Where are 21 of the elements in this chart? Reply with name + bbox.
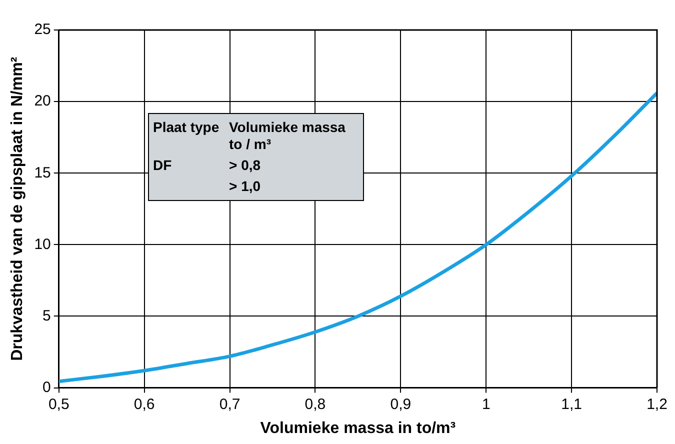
y-tick-label: 5 xyxy=(42,307,51,324)
x-axis-title: Volumieke massa in to/m³ xyxy=(260,420,456,437)
annotation: DF xyxy=(153,157,173,174)
x-tick-label: 0,9 xyxy=(390,396,412,413)
x-tick-label: 1 xyxy=(482,396,490,413)
annotation: > 1,0 xyxy=(229,178,262,195)
y-tick-label: 0 xyxy=(42,378,51,396)
x-tick-label: 1,2 xyxy=(646,396,668,413)
y-tick-label: 25 xyxy=(34,21,51,38)
y-axis-title: Drukvastheid van de gipsplaat in N/mm² xyxy=(9,56,26,361)
y-tick-label: 10 xyxy=(34,236,51,253)
y-tick-label: 15 xyxy=(34,164,51,182)
x-tick-label: 0,6 xyxy=(134,396,155,413)
x-tick-label: 1,1 xyxy=(561,396,582,413)
x-tick-label: 0,5 xyxy=(48,396,70,413)
y-tick-label: 20 xyxy=(34,92,51,110)
annotation: Volumieke massa to / m³ xyxy=(229,119,346,153)
x-tick-label: 0,8 xyxy=(304,396,326,413)
annotation: Plaat type xyxy=(153,119,220,137)
x-tick-label: 0,7 xyxy=(219,396,240,413)
annotation: > 0,8 xyxy=(229,157,262,174)
